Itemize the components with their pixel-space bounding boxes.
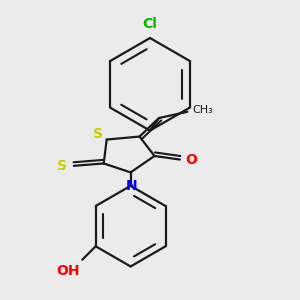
- Text: S: S: [57, 159, 67, 173]
- Text: OH: OH: [56, 264, 79, 278]
- Text: N: N: [125, 179, 137, 193]
- Text: CH₃: CH₃: [193, 105, 214, 115]
- Text: S: S: [93, 127, 103, 141]
- Text: O: O: [185, 153, 197, 166]
- Text: Cl: Cl: [142, 16, 158, 31]
